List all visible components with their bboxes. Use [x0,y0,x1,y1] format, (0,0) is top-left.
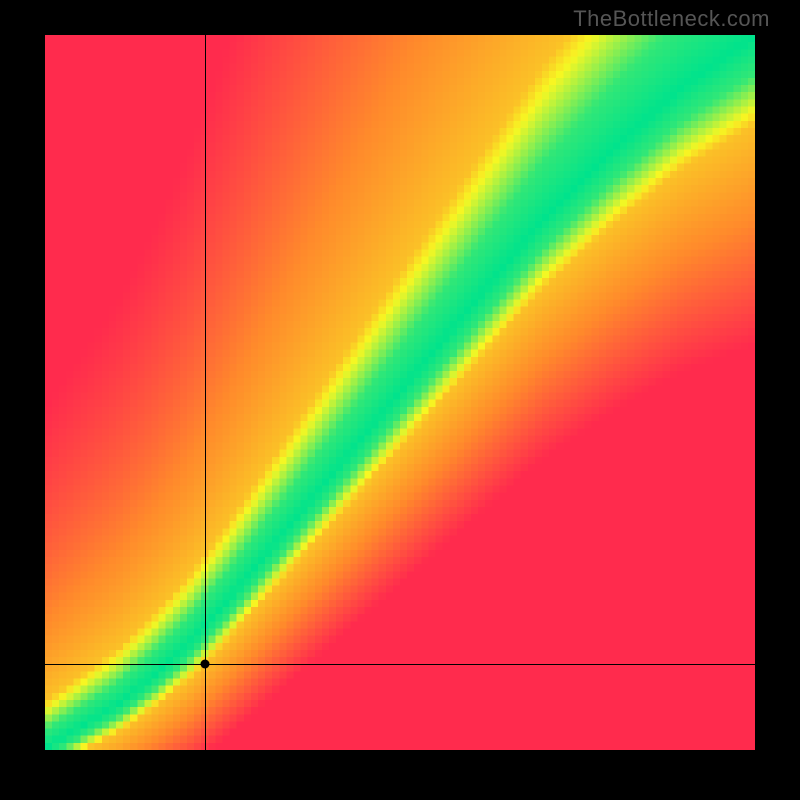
crosshair-marker-dot [200,660,209,669]
crosshair-vertical-line [205,35,206,750]
bottleneck-heatmap-canvas [45,35,755,750]
heatmap-plot-area [45,35,755,750]
watermark-text: TheBottleneck.com [573,6,770,32]
crosshair-horizontal-line [45,664,755,665]
